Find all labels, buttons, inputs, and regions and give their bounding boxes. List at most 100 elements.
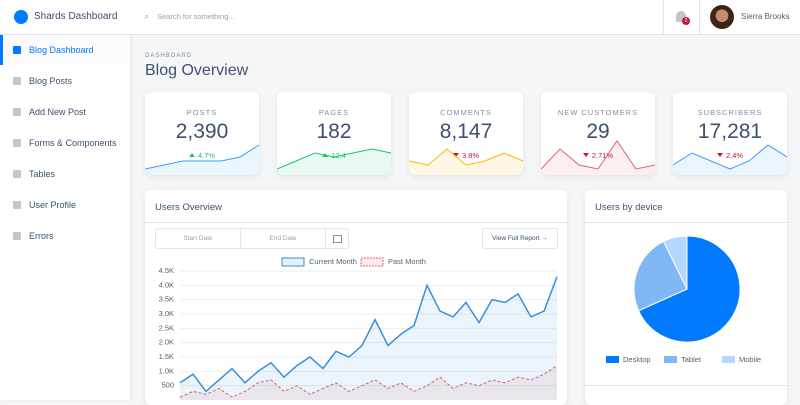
y-tick-label: 4.5K [159, 266, 174, 275]
y-tick-label: 2.0K [159, 338, 174, 347]
brand-logo [14, 10, 28, 24]
bell-icon[interactable] [676, 11, 686, 22]
stat-value: 182 [316, 120, 352, 143]
nav-icon [13, 139, 21, 147]
date-range: Start Date End Date [155, 228, 349, 249]
card-title: Users by device [595, 202, 663, 213]
legend-swatch [360, 257, 384, 267]
change-text: 12.4 [331, 151, 346, 160]
legend-swatch [281, 257, 305, 267]
y-tick-label: 4.0K [159, 280, 174, 289]
sparkline-area [277, 149, 391, 175]
stat-value: 29 [586, 120, 610, 143]
sparkline-line [409, 148, 523, 166]
pie-chart: Desktop Tablet Mobile [606, 235, 761, 364]
stat-value: 2,390 [175, 120, 229, 143]
divider [663, 0, 664, 34]
stat-label: COMMENTS [440, 108, 492, 117]
nav-item[interactable]: Forms & Components [0, 128, 130, 158]
stat-value: 8,147 [439, 120, 493, 143]
nav-icon [13, 232, 21, 240]
sparkline-area [673, 145, 787, 175]
view-report-button[interactable]: View Full Report → [482, 228, 558, 249]
trend-arrow [188, 153, 195, 157]
stat-change: 4.7% [145, 151, 259, 160]
y-tick-label: 2.5K [159, 323, 174, 332]
nav-label: Errors [29, 231, 54, 241]
sparkline-line [277, 148, 391, 170]
pie-slice [637, 235, 741, 343]
divider [145, 222, 567, 223]
legend-label: Mobile [739, 355, 761, 364]
y-tick-label: 500 [161, 381, 174, 390]
page-subtitle: DASHBOARD [145, 53, 193, 59]
divider [240, 229, 241, 248]
device-card: Users by device Desktop Tablet Mobile [585, 190, 787, 405]
sparkline-line [541, 140, 655, 170]
stat-card: NEW CUSTOMERS 29 2.71% [541, 92, 655, 175]
legend-label: Current Month [309, 257, 357, 266]
divider [585, 222, 787, 223]
series-line [179, 365, 558, 398]
start-date-input[interactable]: Start Date [183, 235, 213, 242]
nav-item[interactable]: Add New Post [0, 97, 130, 127]
stat-card: SUBSCRIBERS 17,281 2.4% [673, 92, 787, 175]
sparkline-line [673, 144, 787, 170]
sidebar: Shards Dashboard Blog Dashboard Blog Post… [0, 0, 130, 400]
stat-label: SUBSCRIBERS [697, 108, 763, 117]
sparkline [277, 148, 391, 175]
page-title: Blog Overview [145, 62, 249, 79]
search-input[interactable]: Search for something... [157, 12, 235, 21]
nav-label: User Profile [29, 200, 77, 210]
legend-label: Desktop [623, 355, 651, 364]
sparkline [541, 140, 655, 175]
legend-label: Past Month [388, 257, 426, 266]
y-tick-label: 3.5K [159, 295, 174, 304]
line-chart: 500 1.0K 1.5K 2.0K 2.5K 3.0K 3.5K 4.0K 4.5K Curre… [159, 257, 558, 400]
calendar-button[interactable] [325, 229, 349, 248]
y-tick-label: 1.0K [159, 366, 174, 375]
nav-item[interactable]: User Profile [0, 190, 130, 220]
nav-item[interactable]: Tables [0, 159, 130, 189]
stat-change: 2.71% [541, 151, 655, 160]
sparkline-area [145, 145, 259, 175]
legend-swatch [606, 356, 619, 363]
nav-label: Add New Post [29, 107, 87, 117]
legend-label: Tablet [681, 355, 702, 364]
end-date-input[interactable]: End Date [269, 235, 297, 242]
stat-card: PAGES 182 12.4 [277, 92, 391, 175]
nav-item[interactable]: Blog Posts [0, 66, 130, 96]
nav-label: Blog Dashboard [29, 45, 94, 55]
stat-card: COMMENTS 8,147 3.8% [409, 92, 523, 175]
nav-label: Blog Posts [29, 76, 73, 86]
pie-slice [662, 235, 688, 290]
change-text: 3.8% [461, 151, 480, 160]
stat-value: 17,281 [697, 120, 763, 143]
nav-item[interactable]: Errors [0, 221, 130, 251]
y-tick-label: 3.0K [159, 309, 174, 318]
legend-swatch [722, 356, 735, 363]
stat-label: NEW CUSTOMERS [557, 108, 639, 117]
nav-icon [13, 170, 21, 178]
brand-bar: Shards Dashboard [0, 0, 130, 35]
sparkline-line [145, 144, 259, 170]
nav-icon [13, 77, 21, 85]
avatar[interactable] [710, 5, 734, 29]
nav-icon [13, 108, 21, 116]
change-text: 2.4% [725, 151, 744, 160]
stat-label: PAGES [318, 108, 350, 117]
pie-slice [633, 240, 688, 312]
overview-card: Users Overview Start Date End Date View … [145, 190, 567, 405]
nav-icon [13, 46, 21, 54]
nav-item[interactable]: Blog Dashboard [0, 35, 130, 65]
change-text: 2.71% [591, 151, 614, 160]
sparkline-area [409, 149, 523, 175]
nav-icon [13, 201, 21, 209]
user-name[interactable]: Sierra Brooks [741, 12, 790, 21]
notification-badge: 2 [682, 17, 690, 25]
series-line [179, 276, 558, 393]
stat-card: POSTS 2,390 4.7% [145, 92, 259, 175]
stat-change: 3.8% [409, 151, 523, 160]
sparkline-area [541, 141, 655, 175]
